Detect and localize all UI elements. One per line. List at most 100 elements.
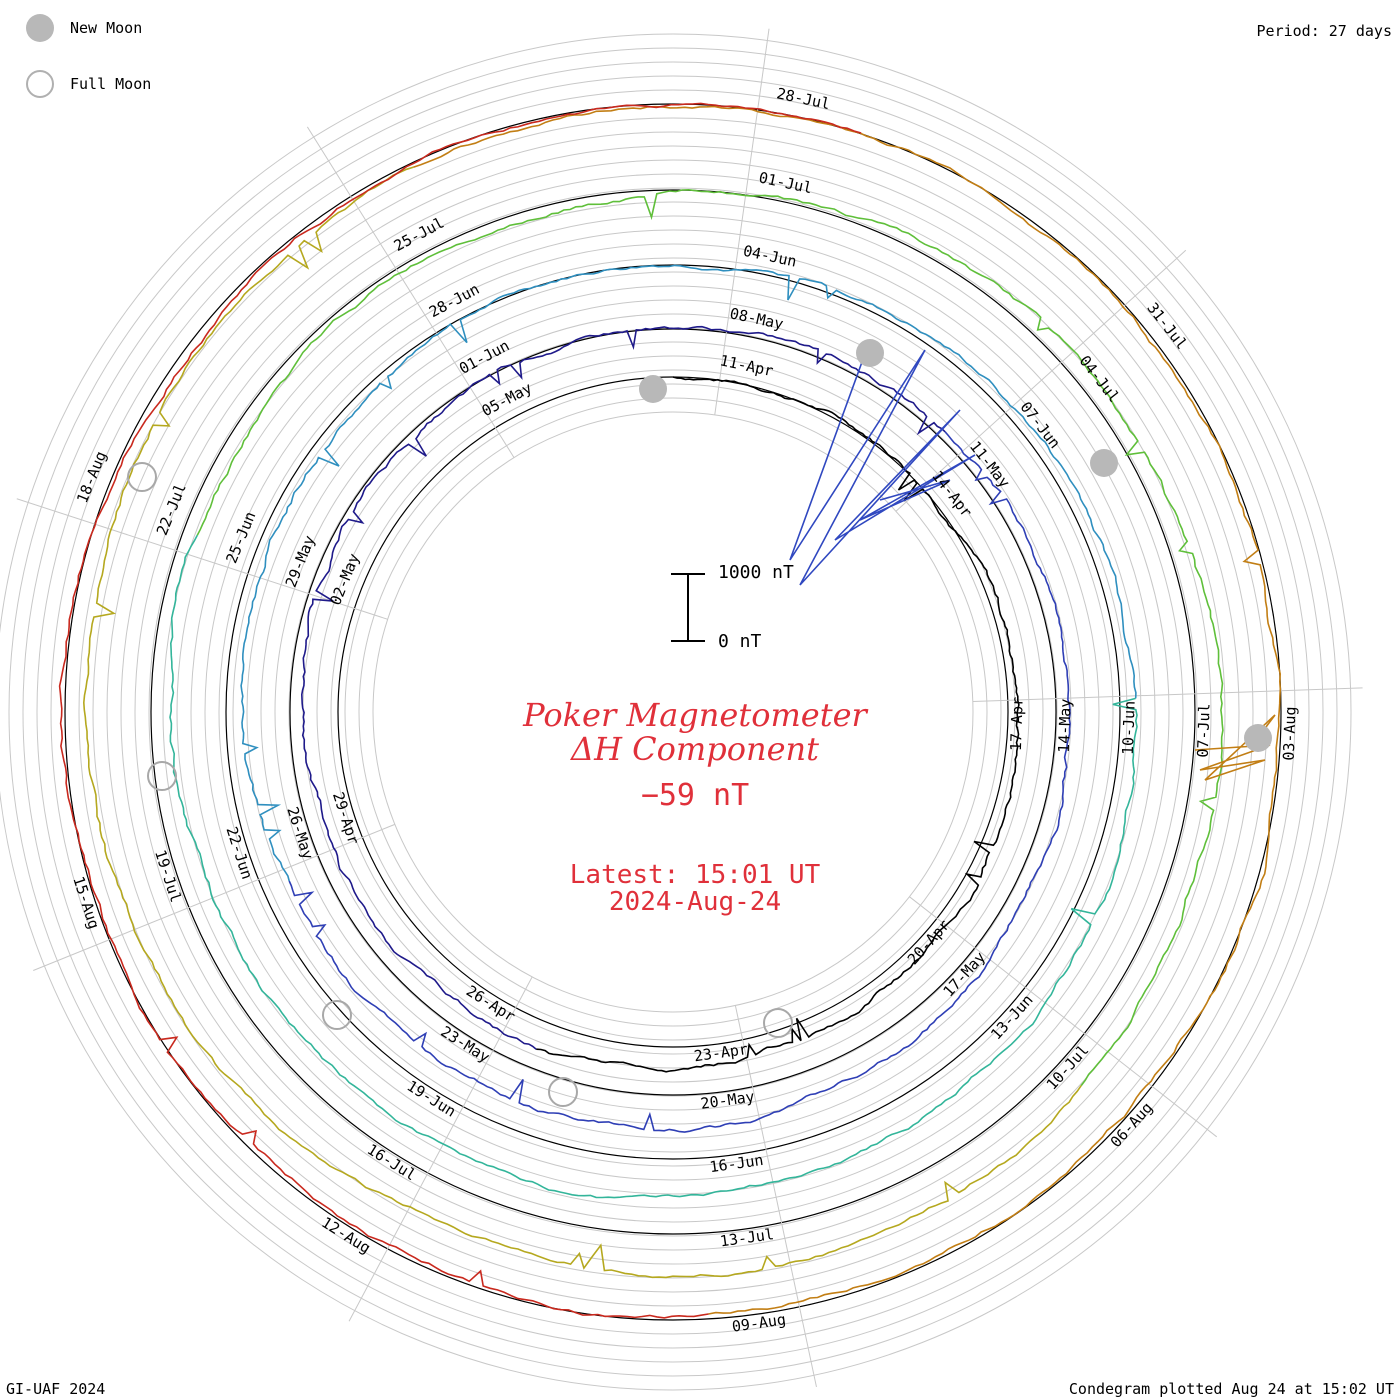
- data-traces: [58, 102, 1282, 1319]
- grid-circle: [176, 215, 1170, 1209]
- storm-spikes: [789, 339, 976, 586]
- full-moon-marker: [548, 1077, 578, 1107]
- new-moon-marker: [1244, 724, 1272, 752]
- grid-circle: [22, 61, 1324, 1363]
- trace-segment: [196, 188, 1224, 1087]
- date-label: 20-May: [699, 1088, 755, 1113]
- scale-bottom-label: 0 nT: [718, 631, 762, 652]
- date-label: 15-Aug: [69, 874, 103, 931]
- date-spoke: [306, 126, 515, 458]
- date-label: 07-Jul: [1194, 703, 1214, 758]
- date-label: 10-Jun: [1119, 701, 1139, 756]
- date-label: 01-Jun: [456, 336, 512, 377]
- full-moon-marker: [127, 462, 157, 492]
- date-spoke: [972, 687, 1363, 703]
- full-moon-marker: [147, 761, 177, 791]
- scale-top-label: 1000 nT: [718, 562, 794, 583]
- date-label: 16-Jul: [364, 1140, 419, 1184]
- date-label: 01-Jul: [757, 168, 814, 197]
- date-label: 05-May: [479, 379, 535, 420]
- date-label: 17-Apr: [1007, 697, 1027, 752]
- new-moon-marker: [856, 339, 884, 367]
- grid-circle: [0, 33, 1352, 1391]
- grid-circle: [106, 145, 1240, 1279]
- grid-circle: [36, 75, 1310, 1349]
- date-label: 25-Jul: [391, 214, 447, 255]
- grid-circle: [78, 117, 1268, 1307]
- date-spoke: [895, 249, 1187, 512]
- grid-circle: [148, 187, 1198, 1237]
- grid-circle: [260, 299, 1086, 1125]
- date-label: 13-Jul: [719, 1225, 775, 1250]
- date-label: 23-May: [438, 1022, 493, 1066]
- date-label: 28-Jul: [775, 84, 832, 113]
- scale-bar: [671, 573, 705, 642]
- footer-credit: GI-UAF 2024: [6, 1380, 106, 1398]
- date-label: 11-Apr: [718, 351, 775, 380]
- date-label: 04-Jun: [742, 242, 799, 271]
- full-moon-marker: [322, 1000, 352, 1030]
- date-spoke: [714, 28, 770, 415]
- date-label: 19-Jun: [404, 1077, 459, 1121]
- grid-circle: [218, 257, 1128, 1167]
- grid-circle: [134, 173, 1212, 1251]
- date-label: 07-Jun: [1016, 398, 1064, 452]
- date-label: 14-May: [1055, 698, 1075, 753]
- date-label: 19-Jul: [151, 848, 185, 905]
- trace-segment: [413, 105, 1282, 1315]
- grid-circle: [344, 383, 1002, 1041]
- footer-plot-time: Condegram plotted Aug 24 at 15:02 UT: [1068, 1380, 1394, 1398]
- date-label: 26-May: [283, 805, 317, 862]
- latest-date: 2024-Aug-24: [608, 887, 782, 917]
- grid-circle: [316, 355, 1030, 1069]
- date-label: 14-Apr: [928, 467, 976, 521]
- trace-segment: [58, 102, 862, 1319]
- date-label: 20-Apr: [904, 916, 954, 968]
- chart-title: Poker Magnetometer: [523, 696, 867, 734]
- grid-circle: [246, 285, 1100, 1139]
- grid-circle: [92, 131, 1254, 1293]
- legend-new-moon: New Moon: [26, 14, 142, 42]
- grid-circle: [8, 47, 1338, 1377]
- latest-time: Latest: 15:01 UT: [569, 860, 821, 890]
- grid-circle: [50, 89, 1296, 1335]
- date-spoke: [348, 976, 533, 1322]
- grid-circle: [162, 201, 1184, 1223]
- grid-circle: [372, 411, 974, 1013]
- date-label: 08-May: [728, 304, 785, 333]
- new-moon-marker: [1090, 449, 1118, 477]
- grid-circle: [120, 159, 1226, 1265]
- grid-circle: [190, 229, 1156, 1195]
- trace-segment: [82, 166, 1082, 1279]
- grid-circle: [204, 243, 1142, 1181]
- date-label: 09-Aug: [731, 1310, 787, 1335]
- grid-circle: [330, 369, 1016, 1055]
- date-label: 28-Jun: [426, 280, 482, 321]
- grid-circle: [358, 397, 988, 1027]
- trace-segment: [536, 376, 1020, 1073]
- date-label: 31-Jul: [1143, 299, 1191, 353]
- new-moon-marker: [639, 375, 667, 403]
- date-label: 11-May: [966, 438, 1014, 492]
- date-spoke: [16, 498, 388, 620]
- date-spoke: [734, 1005, 817, 1388]
- trace-segment: [288, 431, 1071, 1133]
- trace-segment: [240, 264, 1137, 882]
- latest-value: −59 nT: [640, 778, 750, 813]
- moon-markers: [127, 339, 1272, 1107]
- full-moon-icon: [26, 70, 54, 98]
- new-moon-icon: [26, 14, 54, 42]
- date-spoke: [909, 896, 1218, 1138]
- legend-full-moon: Full Moon: [26, 70, 151, 98]
- date-label: 26-Apr: [463, 982, 518, 1026]
- date-label: 29-Apr: [329, 790, 363, 847]
- period-label: Period: 27 days: [1256, 22, 1392, 40]
- date-label: 10-Jul: [1043, 1041, 1093, 1093]
- date-label: 03-Aug: [1280, 706, 1300, 761]
- legend-new-moon-label: New Moon: [70, 19, 143, 37]
- grid-circle: [274, 313, 1072, 1111]
- date-label: 22-Jun: [222, 824, 256, 881]
- grid-circle: [232, 271, 1114, 1153]
- full-moon-marker: [763, 1008, 793, 1038]
